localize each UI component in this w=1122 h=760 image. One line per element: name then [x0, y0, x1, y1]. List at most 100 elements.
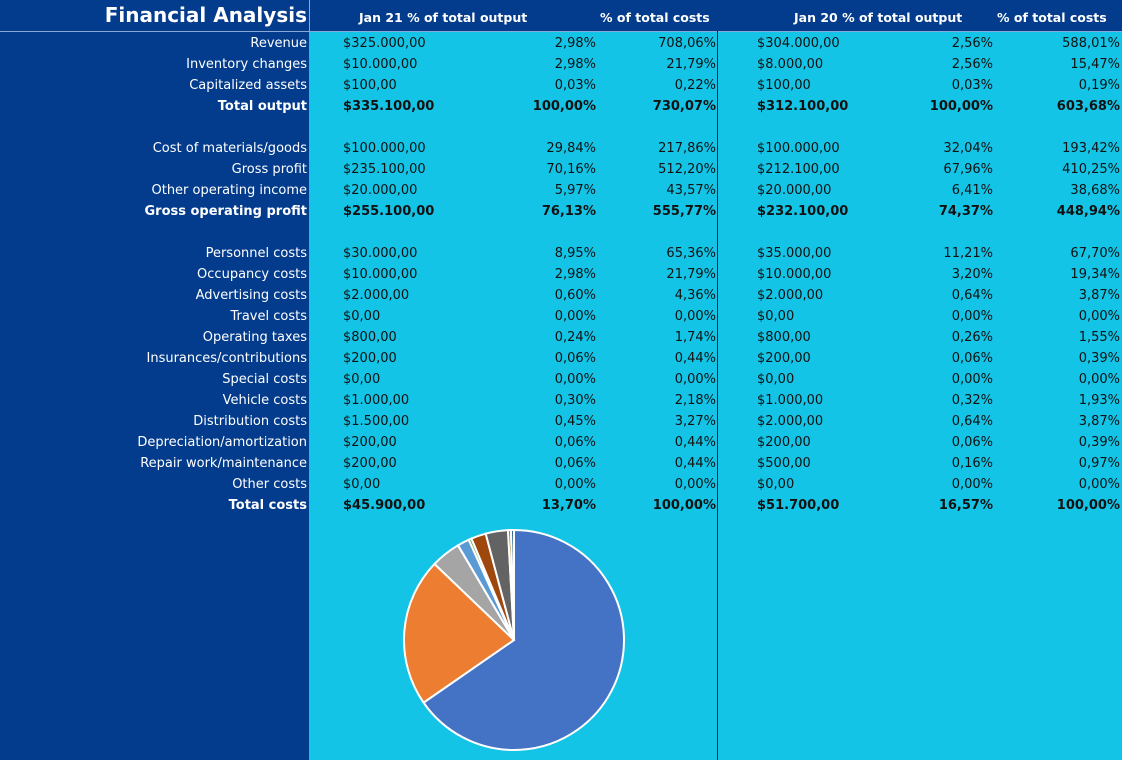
cell-p1[interactable]: 2,98%: [554, 57, 596, 72]
cell-a1[interactable]: $10.000,00: [343, 267, 418, 282]
cell-a2[interactable]: $2.000,00: [757, 288, 824, 303]
cell-p4[interactable]: 3,87%: [1078, 414, 1120, 429]
cell-p2[interactable]: 0,00%: [674, 372, 716, 387]
cell-p3[interactable]: 0,00%: [951, 309, 993, 324]
cell-p2[interactable]: 708,06%: [658, 36, 716, 51]
cell-p2[interactable]: 2,18%: [674, 393, 716, 408]
cell-p1[interactable]: 0,06%: [554, 456, 596, 471]
cell-p3[interactable]: 74,37%: [938, 204, 993, 219]
cell-p2[interactable]: 0,44%: [674, 351, 716, 366]
cell-p2[interactable]: 21,79%: [666, 267, 716, 282]
row-label[interactable]: Gross profit: [231, 162, 307, 177]
cell-p4[interactable]: 0,00%: [1078, 309, 1120, 324]
cell-a1[interactable]: $2.000,00: [343, 288, 410, 303]
cell-p4[interactable]: 588,01%: [1062, 36, 1120, 51]
cell-p1[interactable]: 2,98%: [554, 36, 596, 51]
cell-p4[interactable]: 0,00%: [1078, 372, 1120, 387]
cell-a1[interactable]: $10.000,00: [343, 57, 418, 72]
cell-a2[interactable]: $0,00: [757, 372, 795, 387]
cell-a1[interactable]: $800,00: [343, 330, 397, 345]
cell-a2[interactable]: $304.000,00: [757, 36, 840, 51]
row-label[interactable]: Capitalized assets: [189, 78, 307, 93]
row-label[interactable]: Personnel costs: [205, 246, 307, 261]
cell-a2[interactable]: $500,00: [757, 456, 811, 471]
cell-p3[interactable]: 0,03%: [951, 78, 993, 93]
cell-a2[interactable]: $312.100,00: [757, 99, 849, 114]
cell-p1[interactable]: 2,98%: [554, 267, 596, 282]
cell-a1[interactable]: $325.000,00: [343, 36, 426, 51]
cell-p1[interactable]: 0,06%: [554, 351, 596, 366]
cell-a1[interactable]: $1.000,00: [343, 393, 410, 408]
cell-p3[interactable]: 0,16%: [951, 456, 993, 471]
cell-p2[interactable]: 43,57%: [666, 183, 716, 198]
cell-p1[interactable]: 0,45%: [554, 414, 596, 429]
cell-a2[interactable]: $51.700,00: [757, 498, 840, 513]
cell-p3[interactable]: 2,56%: [951, 57, 993, 72]
cell-p4[interactable]: 38,68%: [1070, 183, 1120, 198]
cell-p2[interactable]: 1,74%: [674, 330, 716, 345]
row-label[interactable]: Special costs: [222, 372, 307, 387]
cell-p1[interactable]: 0,03%: [554, 78, 596, 93]
cell-p1[interactable]: 8,95%: [554, 246, 596, 261]
cell-p3[interactable]: 2,56%: [951, 36, 993, 51]
cell-a2[interactable]: $20.000,00: [757, 183, 832, 198]
cell-a1[interactable]: $20.000,00: [343, 183, 418, 198]
row-label[interactable]: Other operating income: [151, 183, 307, 198]
cell-p1[interactable]: 0,60%: [554, 288, 596, 303]
cell-a2[interactable]: $8.000,00: [757, 57, 824, 72]
cell-a2[interactable]: $0,00: [757, 477, 795, 492]
cell-p2[interactable]: 217,86%: [658, 141, 716, 156]
cell-a2[interactable]: $10.000,00: [757, 267, 832, 282]
cell-p1[interactable]: 0,00%: [554, 309, 596, 324]
cell-a1[interactable]: $1.500,00: [343, 414, 410, 429]
cell-p4[interactable]: 0,39%: [1078, 435, 1120, 450]
cell-p1[interactable]: 0,06%: [554, 435, 596, 450]
cell-p3[interactable]: 3,20%: [951, 267, 993, 282]
cell-p3[interactable]: 0,06%: [951, 351, 993, 366]
cell-p2[interactable]: 730,07%: [652, 99, 716, 114]
row-label[interactable]: Cost of materials/goods: [152, 141, 307, 156]
cell-p2[interactable]: 65,36%: [666, 246, 716, 261]
cell-a1[interactable]: $235.100,00: [343, 162, 426, 177]
cell-p4[interactable]: 193,42%: [1062, 141, 1120, 156]
cell-a2[interactable]: $800,00: [757, 330, 811, 345]
cell-a1[interactable]: $45.900,00: [343, 498, 426, 513]
cell-p1[interactable]: 100,00%: [532, 99, 596, 114]
cell-p3[interactable]: 0,26%: [951, 330, 993, 345]
cell-p4[interactable]: 19,34%: [1070, 267, 1120, 282]
cell-a1[interactable]: $200,00: [343, 351, 397, 366]
cell-p3[interactable]: 0,32%: [951, 393, 993, 408]
cell-p3[interactable]: 11,21%: [943, 246, 993, 261]
cell-p4[interactable]: 15,47%: [1070, 57, 1120, 72]
row-label[interactable]: Distribution costs: [193, 414, 307, 429]
cell-a1[interactable]: $200,00: [343, 435, 397, 450]
cell-p2[interactable]: 0,00%: [674, 309, 716, 324]
cell-p3[interactable]: 16,57%: [938, 498, 993, 513]
row-label[interactable]: Other costs: [232, 477, 307, 492]
cell-p3[interactable]: 67,96%: [943, 162, 993, 177]
cell-a2[interactable]: $232.100,00: [757, 204, 849, 219]
cell-a1[interactable]: $100,00: [343, 78, 397, 93]
cell-a1[interactable]: $0,00: [343, 477, 381, 492]
cell-p3[interactable]: 100,00%: [929, 99, 993, 114]
cell-p2[interactable]: 100,00%: [652, 498, 716, 513]
cell-p2[interactable]: 3,27%: [674, 414, 716, 429]
row-label[interactable]: Revenue: [250, 36, 307, 51]
row-label[interactable]: Gross operating profit: [144, 204, 307, 219]
cell-a2[interactable]: $35.000,00: [757, 246, 832, 261]
cell-p4[interactable]: 410,25%: [1062, 162, 1120, 177]
cell-p3[interactable]: 0,06%: [951, 435, 993, 450]
cell-p2[interactable]: 512,20%: [658, 162, 716, 177]
row-label[interactable]: Total costs: [228, 498, 307, 513]
cell-p1[interactable]: 13,70%: [541, 498, 596, 513]
cell-p1[interactable]: 0,00%: [554, 477, 596, 492]
cell-p3[interactable]: 0,64%: [951, 414, 993, 429]
cell-a1[interactable]: $335.100,00: [343, 99, 435, 114]
cell-p4[interactable]: 67,70%: [1070, 246, 1120, 261]
cell-p4[interactable]: 1,55%: [1078, 330, 1120, 345]
row-label[interactable]: Inventory changes: [186, 57, 307, 72]
cell-a1[interactable]: $0,00: [343, 372, 381, 387]
cell-p4[interactable]: 0,97%: [1078, 456, 1120, 471]
row-label[interactable]: Advertising costs: [195, 288, 307, 303]
cell-a2[interactable]: $1.000,00: [757, 393, 824, 408]
